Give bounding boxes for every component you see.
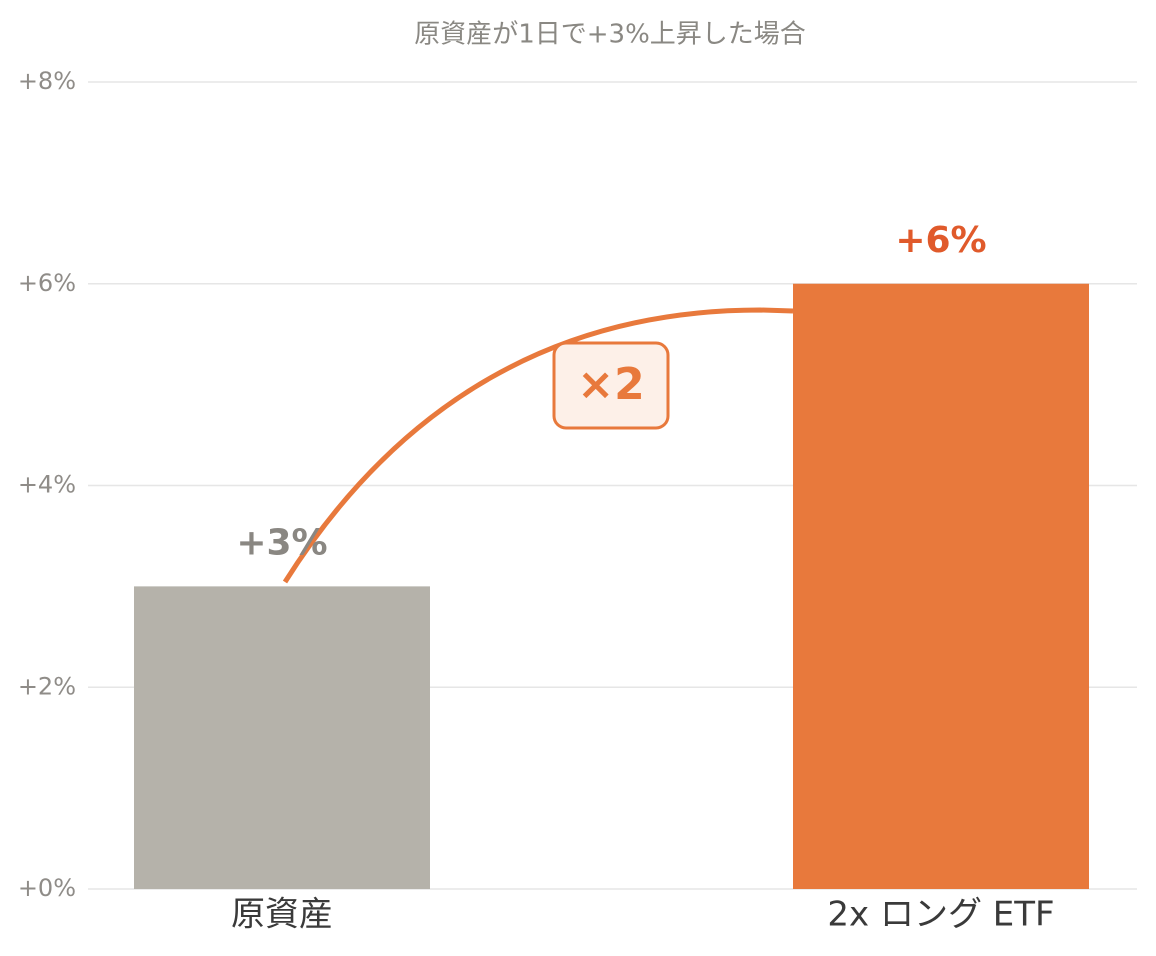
y-tick-label: +2%	[18, 672, 76, 700]
chart-title: 原資産が1日で+3%上昇した場合	[414, 20, 806, 50]
annotation-box	[552, 341, 670, 430]
bar	[134, 586, 430, 889]
y-tick-label: +0%	[18, 874, 76, 902]
y-tick-label: +6%	[18, 269, 76, 297]
value-label: +3%	[236, 522, 327, 563]
bars	[134, 283, 1089, 889]
y-tick-label: +4%	[18, 471, 76, 499]
value-label: +6%	[895, 220, 986, 261]
grid: +0% +2% +4% +6% +8%	[18, 67, 1137, 902]
x-tick-label: 原資産	[231, 895, 333, 935]
x-tick-label: 2x ロング ETF	[827, 895, 1054, 935]
multiplier-arc	[282, 307, 794, 584]
annotation-text: ×2	[577, 359, 644, 410]
y-tick-label: +8%	[18, 67, 76, 95]
bar	[793, 283, 1089, 889]
